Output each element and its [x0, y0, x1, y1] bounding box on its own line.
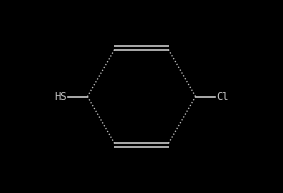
Text: Cl: Cl	[216, 91, 228, 102]
Text: HS: HS	[55, 91, 67, 102]
